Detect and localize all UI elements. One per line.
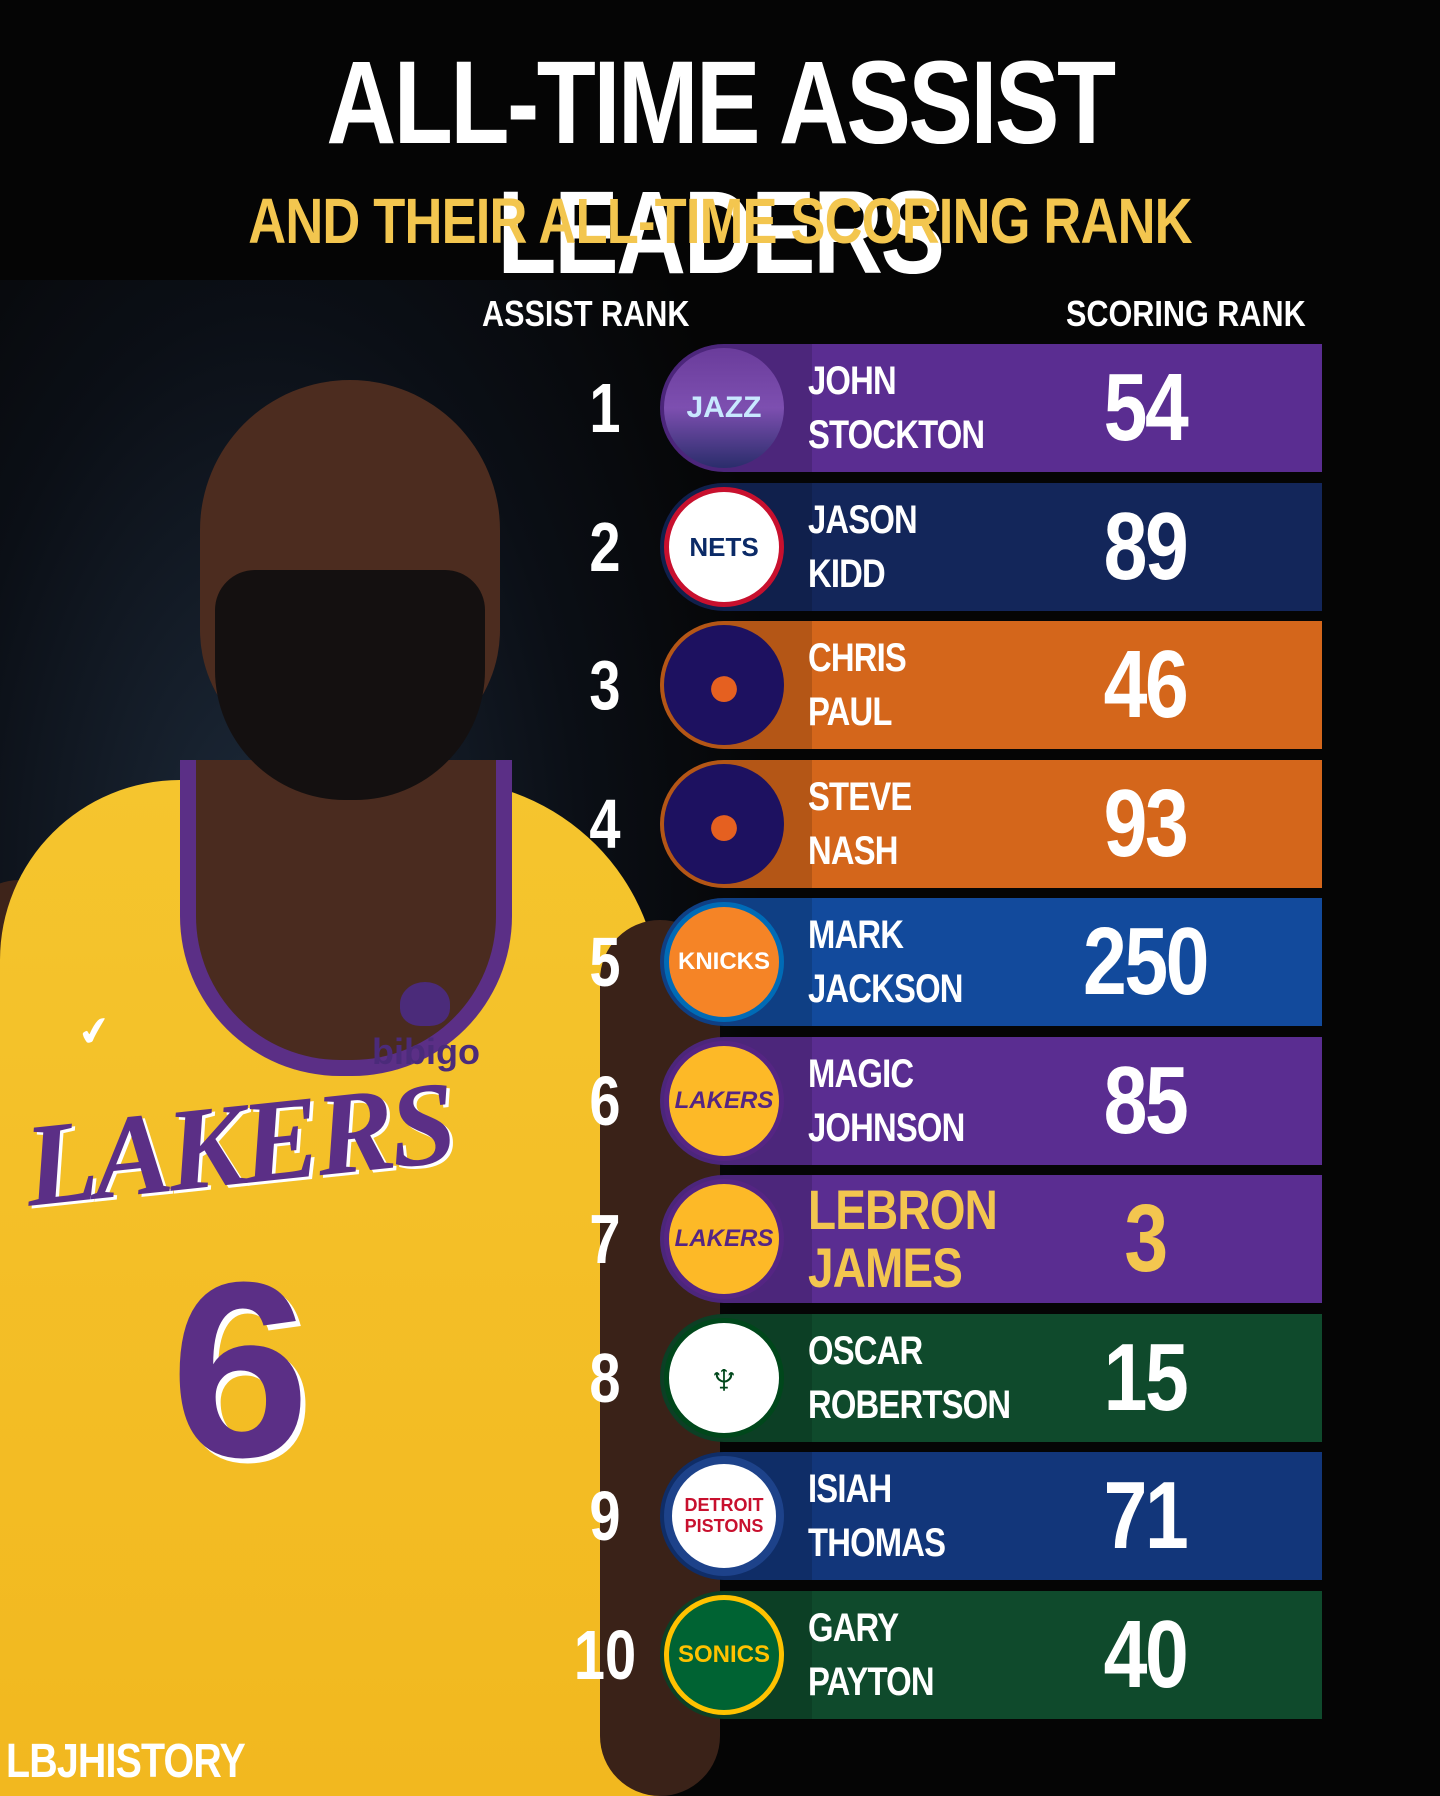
assist-rank: 4 — [589, 785, 621, 863]
table-row: KNICKS MARK JACKSON 250 — [660, 898, 1322, 1026]
player-first-name: MARK — [808, 913, 904, 957]
player-name: STEVE NASH — [808, 770, 1005, 878]
player-last-name: NASH — [808, 829, 898, 873]
scoring-rank: 46 — [1103, 631, 1189, 738]
scoring-rank: 40 — [1103, 1601, 1189, 1708]
player-first-name: OSCAR — [808, 1329, 923, 1373]
assist-rank: 1 — [589, 369, 621, 447]
sonics-logo: SONICS — [664, 1595, 784, 1715]
player-last-name: PAYTON — [808, 1660, 935, 1704]
player-first-name: JASON — [808, 498, 918, 542]
watermark: LBJHISTORY — [6, 1735, 246, 1788]
player-last-name: PAUL — [808, 690, 892, 734]
assist-rank: 6 — [589, 1062, 621, 1140]
scoring-rank: 71 — [1103, 1462, 1189, 1569]
scoring-rank-header: SCORING RANK — [1066, 293, 1306, 334]
player-name: OSCAR ROBERTSON — [808, 1324, 1011, 1432]
player-first-name: ISIAH — [808, 1467, 892, 1511]
suns-logo: ● — [664, 625, 784, 745]
table-row: LAKERS MAGIC JOHNSON 85 — [660, 1037, 1322, 1165]
player-name: GARY PAYTON — [808, 1601, 1005, 1709]
assist-rank: 2 — [589, 508, 621, 586]
nike-swoosh-icon: ✔ — [74, 1007, 116, 1057]
table-row: ● CHRIS PAUL 46 — [660, 621, 1322, 749]
scoring-rank: 85 — [1103, 1047, 1189, 1154]
assist-rank: 9 — [589, 1477, 621, 1555]
player-name: JASON KIDD — [808, 493, 1005, 601]
player-first-name: LEBRON — [808, 1178, 998, 1241]
assist-rank: 7 — [589, 1200, 621, 1278]
player-last-name: THOMAS — [808, 1521, 946, 1565]
player-name: MAGIC JOHNSON — [808, 1047, 1005, 1155]
player-first-name: GARY — [808, 1606, 899, 1650]
page-subtitle: AND THEIR ALL-TIME SCORING RANK — [248, 185, 1192, 257]
lakers-logo: LAKERS — [664, 1041, 784, 1161]
pistons-logo: DETROIT PISTONS — [664, 1456, 784, 1576]
player-last-name: JAMES — [808, 1236, 963, 1299]
player-name: MARK JACKSON — [808, 908, 1005, 1016]
assist-rank: 3 — [589, 646, 621, 724]
player-first-name: CHRIS — [808, 636, 907, 680]
player-last-name: JOHNSON — [808, 1106, 965, 1150]
nets-logo: NETS — [664, 487, 784, 607]
assist-rank-header: ASSIST RANK — [482, 293, 690, 334]
player-first-name: STEVE — [808, 775, 912, 819]
player-beard — [215, 570, 485, 800]
table-row: DETROIT PISTONS ISIAH THOMAS 71 — [660, 1452, 1322, 1580]
table-row: SONICS GARY PAYTON 40 — [660, 1591, 1322, 1719]
jazz-logo: JAZZ — [664, 348, 784, 468]
player-last-name: STOCKTON — [808, 413, 985, 457]
scoring-rank: 54 — [1103, 354, 1189, 461]
scoring-rank: 89 — [1103, 493, 1189, 600]
table-row: LAKERS LEBRON JAMES 3 — [660, 1175, 1322, 1303]
table-row: ● STEVE NASH 93 — [660, 760, 1322, 888]
assist-rank: 10 — [573, 1616, 637, 1694]
page-title: ALL-TIME ASSIST LEADERS — [326, 37, 1116, 299]
scoring-rank: 93 — [1103, 770, 1189, 877]
scoring-rank: 15 — [1103, 1324, 1189, 1431]
lakers-logo: LAKERS — [664, 1179, 784, 1299]
player-name: ISIAH THOMAS — [808, 1462, 1005, 1570]
jersey-sponsor: bibigo — [372, 1031, 480, 1072]
player-name: CHRIS PAUL — [808, 631, 1005, 739]
player-last-name: ROBERTSON — [808, 1383, 1011, 1427]
jersey-number: 6 — [170, 1230, 310, 1509]
sponsor-logo-icon — [400, 982, 450, 1026]
player-last-name: KIDD — [808, 552, 886, 596]
table-row: NETS JASON KIDD 89 — [660, 483, 1322, 611]
player-first-name: MAGIC — [808, 1052, 914, 1096]
player-last-name: JACKSON — [808, 967, 963, 1011]
suns-logo: ● — [664, 764, 784, 884]
scoring-rank: 250 — [1083, 908, 1209, 1015]
player-name: LEBRON JAMES — [808, 1181, 1005, 1297]
scoring-rank: 3 — [1124, 1185, 1168, 1292]
player-first-name: JOHN — [808, 359, 897, 403]
assist-rank: 5 — [589, 923, 621, 1001]
table-row: JAZZ JOHN STOCKTON 54 — [660, 344, 1322, 472]
table-row: ♆ OSCAR ROBERTSON 15 — [660, 1314, 1322, 1442]
player-name: JOHN STOCKTON — [808, 354, 1005, 462]
knicks-logo: KNICKS — [664, 902, 784, 1022]
bucks-logo: ♆ — [664, 1318, 784, 1438]
assist-rank: 8 — [589, 1339, 621, 1417]
player-neck — [180, 760, 512, 1076]
